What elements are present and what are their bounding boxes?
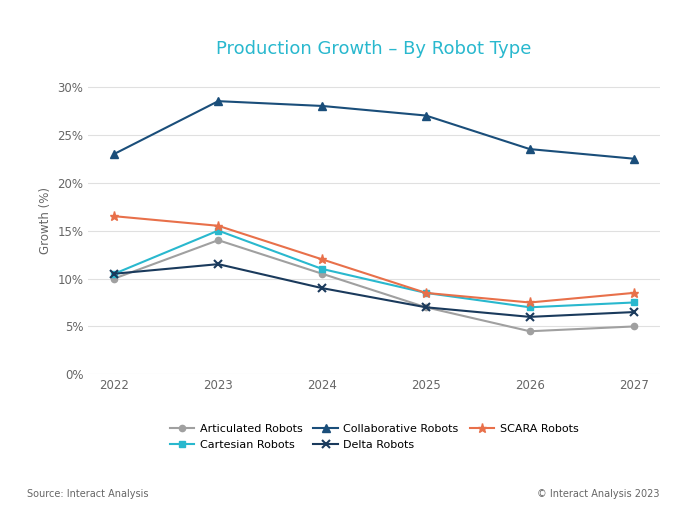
Articulated Robots (318, 270, 326, 277)
Collaborative Robots (110, 151, 118, 157)
Cartesian Robots (630, 300, 638, 306)
Cartesian Robots (526, 304, 534, 310)
Articulated Robots (214, 237, 222, 243)
Collaborative Robots (630, 155, 638, 162)
Legend: Articulated Robots, Cartesian Robots, Collaborative Robots, Delta Robots, SCARA : Articulated Robots, Cartesian Robots, Co… (165, 420, 583, 454)
Articulated Robots (422, 304, 430, 310)
Articulated Robots (630, 323, 638, 330)
Delta Robots (630, 309, 638, 315)
Cartesian Robots (110, 270, 118, 277)
Delta Robots (214, 261, 222, 267)
Cartesian Robots (422, 290, 430, 296)
Delta Robots (526, 314, 534, 320)
Text: Source: Interact Analysis: Source: Interact Analysis (27, 489, 149, 499)
SCARA Robots (214, 223, 222, 229)
Line: Articulated Robots: Articulated Robots (112, 237, 636, 334)
SCARA Robots (110, 213, 118, 219)
SCARA Robots (422, 290, 430, 296)
Cartesian Robots (318, 266, 326, 272)
Line: Collaborative Robots: Collaborative Robots (111, 97, 637, 163)
Delta Robots (422, 304, 430, 310)
Line: SCARA Robots: SCARA Robots (110, 212, 638, 307)
Text: © Interact Analysis 2023: © Interact Analysis 2023 (537, 489, 660, 499)
Delta Robots (318, 285, 326, 291)
Collaborative Robots (422, 112, 430, 119)
Delta Robots (110, 270, 118, 277)
Articulated Robots (110, 276, 118, 282)
SCARA Robots (318, 256, 326, 263)
Line: Cartesian Robots: Cartesian Robots (112, 227, 636, 310)
Collaborative Robots (526, 146, 534, 152)
Articulated Robots (526, 328, 534, 334)
SCARA Robots (526, 300, 534, 306)
Collaborative Robots (214, 98, 222, 105)
Line: Delta Robots: Delta Robots (110, 260, 638, 321)
Collaborative Robots (318, 103, 326, 109)
SCARA Robots (630, 290, 638, 296)
Y-axis label: Growth (%): Growth (%) (39, 188, 52, 254)
Cartesian Robots (214, 227, 222, 233)
Title: Production Growth – By Robot Type: Production Growth – By Robot Type (216, 40, 532, 58)
